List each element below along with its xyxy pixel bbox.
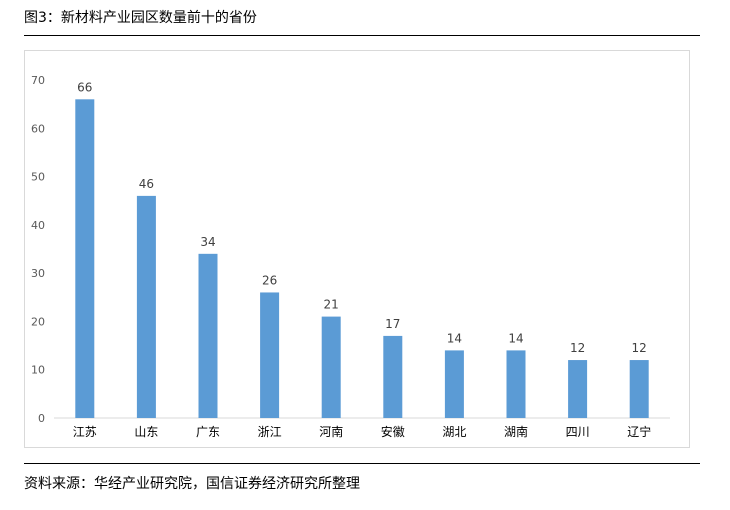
data-label: 17 [385, 317, 400, 331]
y-tick-label: 70 [31, 74, 45, 87]
y-tick-label: 10 [31, 364, 45, 377]
bar [136, 195, 156, 418]
y-tick-label: 60 [31, 122, 45, 135]
bar [75, 99, 95, 419]
bar [506, 350, 526, 418]
data-label: 26 [262, 273, 277, 287]
source-note: 资料来源：华经产业研究院，国信证券经济研究所整理 [24, 476, 360, 492]
top-rule [24, 35, 700, 36]
x-tick-label: 辽宁 [627, 424, 651, 439]
bar [383, 335, 403, 418]
x-tick-label: 河南 [319, 424, 343, 439]
data-label: 21 [324, 298, 339, 312]
x-tick-label: 湖北 [442, 424, 466, 439]
x-tick-label: 安徽 [381, 424, 405, 439]
bottom-rule [24, 463, 700, 464]
data-label: 46 [139, 177, 154, 191]
bar [568, 360, 588, 418]
data-label: 12 [570, 341, 585, 355]
y-tick-label: 0 [38, 412, 45, 425]
data-label: 66 [77, 80, 92, 94]
bar [444, 350, 464, 418]
data-label: 14 [508, 331, 523, 345]
y-tick-label: 20 [31, 315, 45, 328]
x-tick-label: 湖南 [504, 424, 528, 439]
y-tick-label: 30 [31, 267, 45, 280]
y-tick-label: 40 [31, 219, 45, 232]
data-label: 14 [447, 331, 462, 345]
bar [321, 316, 341, 418]
x-tick-label: 广东 [196, 425, 220, 439]
x-tick-label: 四川 [566, 425, 590, 439]
bar-chart: 0 10 20 30 40 50 60 70 66 江苏 46 山东 34 广东 26 浙江 21 河南 17 安徽 1… [31, 74, 670, 439]
y-tick-label: 50 [31, 171, 45, 184]
x-tick-label: 山东 [134, 425, 158, 439]
data-label: 34 [200, 235, 215, 249]
x-tick-label: 江苏 [73, 425, 97, 439]
bar [629, 360, 649, 418]
bar [198, 253, 218, 418]
figure-title: 图3：新材料产业园区数量前十的省份 [24, 10, 257, 26]
data-label: 12 [632, 341, 647, 355]
bar [260, 292, 280, 418]
x-tick-label: 浙江 [258, 425, 282, 439]
